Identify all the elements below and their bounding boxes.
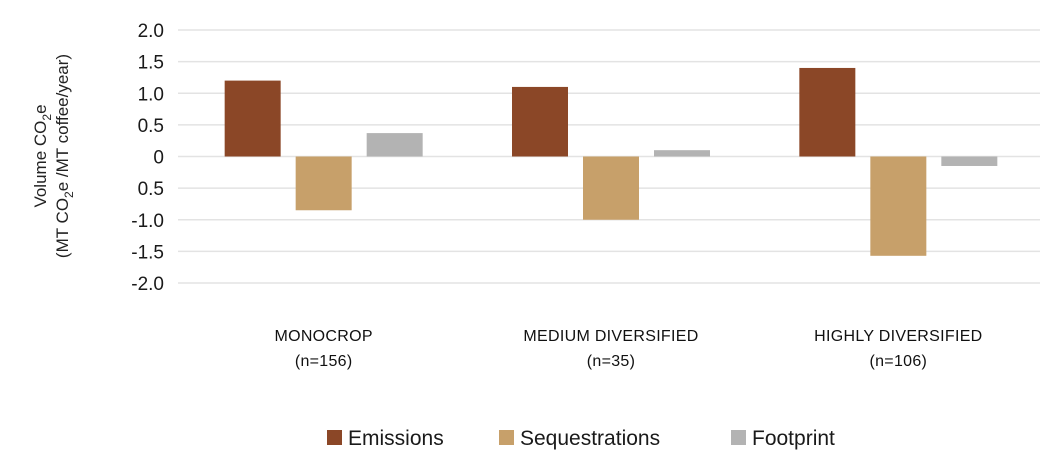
- y-tick-label: 0.5: [138, 116, 164, 137]
- y-tick-label: -2.0: [131, 274, 164, 295]
- bar-sequestrations-0: [295, 156, 352, 211]
- bar-emissions-0: [224, 80, 281, 157]
- bar-sequestrations-1: [583, 156, 639, 220]
- x-axis-categories: MONOCROP (n=156) MEDIUM DIVERSIFIED (n=35) H…: [274, 328, 982, 370]
- y-tick-label: 2.0: [138, 21, 164, 42]
- y-axis-title-line2: (MT CO2e /MT coffee/year): [53, 54, 76, 258]
- bar-footprint-0: [366, 133, 423, 157]
- y-tick-label: 0.5: [138, 179, 164, 200]
- legend-label-sequestrations: Sequestrations: [520, 427, 660, 450]
- legend-label-emissions: Emissions: [348, 427, 444, 450]
- category-count-label: (n=106): [869, 353, 927, 370]
- category-label: MEDIUM DIVERSIFIED: [523, 328, 698, 345]
- y-axis-title: Volume CO2e (MT CO2e /MT coffee/year): [31, 54, 76, 258]
- y-axis-ticks: 2.0 1.5 1.0 0.5 0 0.5 -1.0 -1.5 -2.0: [131, 21, 164, 295]
- legend-swatch-footprint: [731, 430, 746, 445]
- category-count-label: (n=35): [587, 353, 636, 370]
- category-label: HIGHLY DIVERSIFIED: [814, 328, 982, 345]
- legend-swatch-sequestrations: [499, 430, 514, 445]
- bar-sequestrations-2: [870, 156, 927, 256]
- bar-footprint-1: [654, 150, 710, 157]
- y-tick-label: -1.0: [131, 211, 164, 232]
- y-tick-label: 1.0: [138, 84, 164, 105]
- legend-label-footprint: Footprint: [752, 427, 835, 450]
- category-label: MONOCROP: [274, 328, 372, 345]
- y-tick-label: -1.5: [131, 242, 164, 263]
- bar-emissions-1: [512, 86, 568, 157]
- legend-swatch-emissions: [327, 430, 342, 445]
- bars: [224, 67, 998, 256]
- legend: Emissions Sequestrations Footprint: [327, 427, 835, 450]
- y-tick-label: 1.5: [138, 53, 164, 74]
- y-tick-label: 0: [153, 148, 164, 169]
- bar-emissions-2: [799, 67, 856, 157]
- bar-footprint-2: [941, 156, 998, 166]
- y-axis-title-line1: Volume CO2e: [31, 104, 54, 207]
- category-count-label: (n=156): [295, 353, 353, 370]
